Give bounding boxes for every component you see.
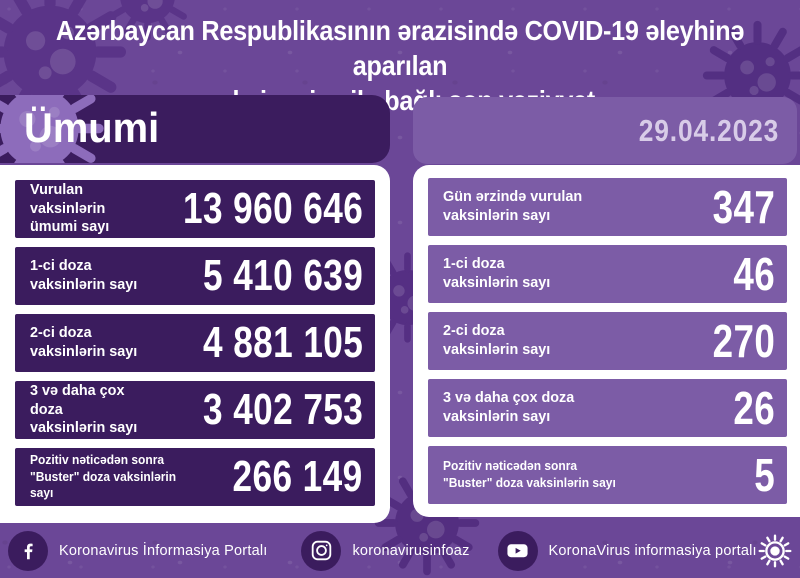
koronavirus-logo: KoronaVirus info bbox=[757, 532, 800, 569]
stat-value: 4 881 105 bbox=[202, 318, 363, 367]
social-link-instagram[interactable]: koronavirusinfoaz bbox=[301, 530, 470, 571]
stat-value: 5 bbox=[754, 449, 775, 501]
stat-label: Gün ərzində vurulan vaksinlərin sayı bbox=[443, 188, 583, 224]
report-date: 29.04.2023 bbox=[638, 112, 779, 148]
stat-label: 2-ci doza vaksinlərin sayı bbox=[443, 322, 551, 358]
social-label: Koronavirus İnformasiya Portalı bbox=[59, 542, 268, 559]
social-label: koronavirusinfoaz bbox=[352, 542, 470, 559]
stat-row-daily-total: Gün ərzində vurulan vaksinlərin sayı 347 bbox=[428, 178, 787, 236]
social-label: KoronaVirus informasiya portalı bbox=[548, 542, 757, 559]
social-link-facebook[interactable]: Koronavirus İnformasiya Portalı bbox=[8, 530, 268, 571]
stat-value: 270 bbox=[712, 315, 775, 367]
stat-row-third-plus-dose: 3 və daha çox doza vaksinlərin sayı 3 402… bbox=[15, 381, 375, 439]
stat-value: 266 149 bbox=[232, 452, 363, 501]
stat-row-daily-second-dose: 2-ci doza vaksinlərin sayı 270 bbox=[428, 312, 787, 370]
date-section-header: 29.04.2023 bbox=[413, 97, 797, 164]
stat-row-total-vaccines: Vurulan vaksinlərin ümumi sayı 13 960 646 bbox=[15, 180, 375, 238]
stat-value: 5 410 639 bbox=[202, 251, 363, 300]
stat-label: Pozitiv nəticədən sonra "Buster" doza vak… bbox=[30, 452, 177, 501]
overall-section-header: Ümumi bbox=[0, 95, 390, 163]
stat-row-booster-dose: Pozitiv nəticədən sonra "Buster" doza vak… bbox=[15, 448, 375, 506]
stat-label: 2-ci doza vaksinlərin sayı bbox=[30, 324, 138, 360]
social-link-youtube[interactable]: KoronaVirus informasiya portalı bbox=[497, 530, 757, 571]
daily-stats-panel: Gün ərzində vurulan vaksinlərin sayı 347 … bbox=[413, 165, 800, 517]
stat-label: 3 və daha çox doza vaksinlərin sayı bbox=[30, 381, 138, 437]
page-title-line1: Azərbaycan Respublikasının ərazisində CO… bbox=[55, 15, 745, 81]
stat-row-first-dose: 1-ci doza vaksinlərin sayı 5 410 639 bbox=[15, 247, 375, 305]
youtube-icon bbox=[497, 530, 538, 571]
stat-label: 1-ci doza vaksinlərin sayı bbox=[443, 255, 551, 291]
stat-value: 46 bbox=[733, 248, 775, 300]
facebook-icon bbox=[8, 530, 48, 571]
instagram-icon bbox=[301, 530, 342, 571]
footer: Koronavirus İnformasiya Portalı koronavi… bbox=[0, 525, 800, 576]
stat-value: 26 bbox=[733, 382, 775, 434]
stat-label: Vurulan vaksinlərin ümumi sayı bbox=[30, 180, 110, 236]
stat-value: 347 bbox=[712, 181, 775, 233]
overall-stats-panel: Vurulan vaksinlərin ümumi sayı 13 960 646… bbox=[0, 165, 390, 523]
stat-label: 1-ci doza vaksinlərin sayı bbox=[30, 257, 138, 293]
stat-row-daily-first-dose: 1-ci doza vaksinlərin sayı 46 bbox=[428, 245, 787, 303]
stat-row-second-dose: 2-ci doza vaksinlərin sayı 4 881 105 bbox=[15, 314, 375, 372]
stat-row-daily-third-plus-dose: 3 və daha çox doza vaksinlərin sayı 26 bbox=[428, 379, 787, 437]
virus-logo-icon bbox=[758, 534, 792, 568]
stat-label: Pozitiv nəticədən sonra "Buster" doza vak… bbox=[443, 459, 616, 490]
stat-row-daily-booster-dose: Pozitiv nəticədən sonra "Buster" doza vak… bbox=[428, 446, 787, 504]
overall-section-title: Ümumi bbox=[24, 104, 160, 152]
stat-label: 3 və daha çox doza vaksinlərin sayı bbox=[443, 389, 575, 425]
stat-value: 13 960 646 bbox=[182, 184, 363, 233]
stat-value: 3 402 753 bbox=[202, 385, 363, 434]
